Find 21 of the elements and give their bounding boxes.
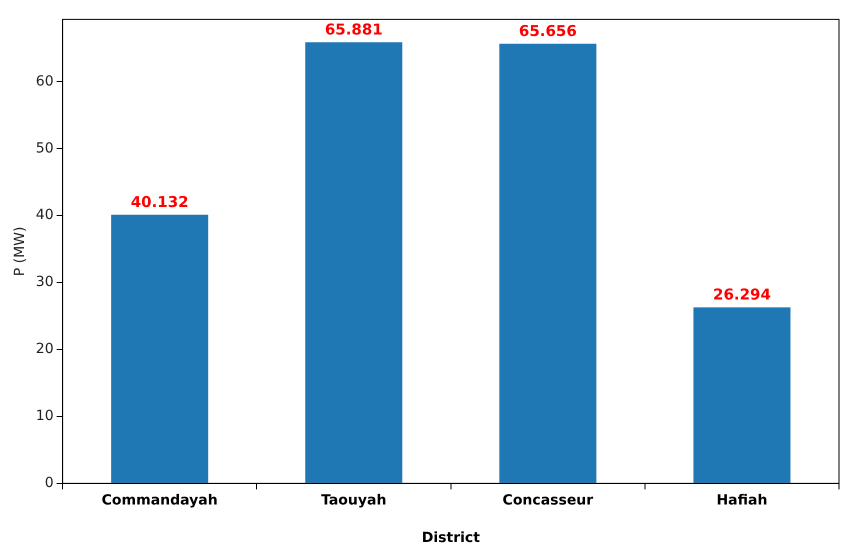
x-tick-label: Hafiah <box>716 492 768 508</box>
x-tick-label: Commandayah <box>102 492 218 508</box>
bar <box>499 44 596 483</box>
data-label: 65.656 <box>518 22 577 40</box>
y-axis-title: P (MW) <box>12 226 28 276</box>
data-label: 26.294 <box>713 286 771 304</box>
bar <box>111 214 208 483</box>
y-tick-label: 40 <box>36 207 54 224</box>
y-tick-label: 50 <box>36 140 54 156</box>
y-tick-label: 30 <box>36 274 54 290</box>
y-tick-label: 10 <box>36 408 54 424</box>
x-tick-label: Concasseur <box>502 492 594 508</box>
bar <box>305 42 402 483</box>
x-axis-title: District <box>422 530 480 546</box>
y-tick-label: 0 <box>44 475 54 492</box>
bar <box>693 307 790 483</box>
y-tick-label: 20 <box>36 341 54 358</box>
data-label: 65.881 <box>324 20 383 39</box>
x-tick-label: Taouyah <box>321 492 386 508</box>
y-tick-label: 60 <box>36 73 54 90</box>
data-label: 40.132 <box>130 193 189 212</box>
